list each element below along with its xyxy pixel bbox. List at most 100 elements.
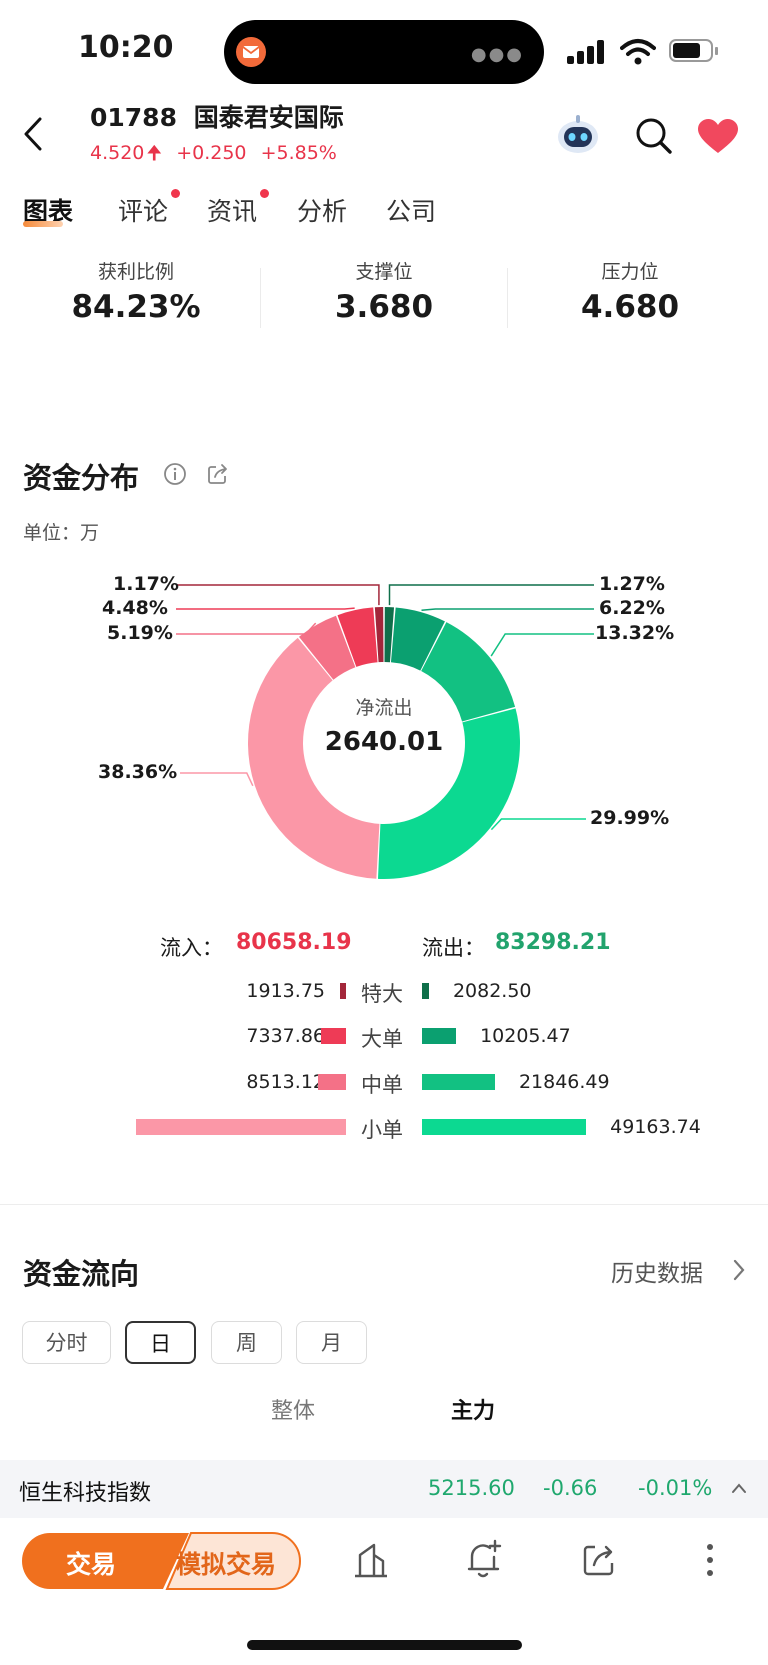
history-data-link[interactable]: 历史数据: [611, 1261, 703, 1287]
slice-out-medium-leader-line: [490, 633, 594, 657]
fund-distribution-donut-chart: [176, 584, 594, 879]
row-category: 中单: [361, 1073, 403, 1097]
tab-analysis[interactable]: 分析: [297, 197, 348, 226]
resistance-label: 压力位: [601, 261, 659, 283]
tab-news-badge: [260, 189, 269, 198]
stock-code: 01788: [90, 103, 177, 132]
inflow-bar: [321, 1028, 346, 1044]
price-alert-bell-icon[interactable]: [465, 1538, 503, 1580]
row-category: 小单: [361, 1118, 403, 1142]
period-chip-day[interactable]: 日: [125, 1321, 196, 1364]
robot-assistant-icon[interactable]: [555, 113, 601, 155]
tab-news[interactable]: 资讯: [207, 197, 258, 226]
mode-tab-overall[interactable]: 整体: [271, 1399, 316, 1424]
slice-label-in-medium: 5.19%: [107, 622, 173, 644]
back-arrow-icon[interactable]: [22, 116, 44, 152]
home-indicator: [247, 1640, 522, 1650]
row-category: 大单: [361, 1027, 403, 1051]
slice-in-medium-leader-line: [176, 622, 317, 635]
slice-label-out-small: 29.99%: [590, 807, 670, 829]
simulated-trade-button[interactable]: 模拟交易: [176, 1550, 277, 1579]
row-outflow-value: 10205.47: [480, 1025, 571, 1047]
outflow-bar: [422, 983, 429, 999]
row-inflow-value: 8513.12: [246, 1071, 325, 1093]
profit-ratio-label: 获利比例: [97, 261, 174, 283]
slice-label-out-large: 6.22%: [599, 597, 665, 619]
slice-out-large: [390, 607, 445, 671]
island-dots-icon: ●●●: [470, 44, 524, 65]
stat-divider: [507, 268, 508, 328]
support-value: 3.680: [334, 289, 434, 325]
slice-out-large-leader-line: [421, 608, 594, 611]
slice-label-in-small: 38.36%: [98, 761, 178, 783]
building-icon[interactable]: [352, 1541, 390, 1579]
tab-comments-badge: [171, 189, 180, 198]
chevron-up-icon[interactable]: [731, 1482, 747, 1494]
slice-in-medium: [299, 615, 356, 680]
outflow-total: 83298.21: [495, 930, 611, 955]
slice-label-out-medium: 13.32%: [595, 622, 675, 644]
outflow-bar: [422, 1119, 587, 1135]
donut-center-value: 2640.01: [324, 727, 444, 757]
slice-label-in-super: 1.17%: [113, 573, 179, 595]
trade-button[interactable]: 交易: [66, 1550, 117, 1579]
slice-in-small-leader-line: [180, 772, 254, 787]
share-icon[interactable]: [206, 462, 230, 486]
row-outflow-value: 21846.49: [518, 1071, 610, 1093]
stat-divider: [260, 268, 261, 328]
unit-label: 单位：万: [23, 522, 100, 544]
stock-price: 4.520: [90, 142, 145, 164]
tab-comments[interactable]: 评论: [118, 197, 169, 226]
stock-title: 01788 国泰君安国际: [90, 98, 344, 134]
period-chip-month[interactable]: 月: [296, 1321, 367, 1364]
slice-out-medium: [421, 622, 516, 722]
slice-in-small: [248, 637, 380, 879]
profit-ratio-value: 84.23%: [71, 289, 201, 325]
info-icon[interactable]: [163, 462, 187, 486]
search-icon[interactable]: [635, 117, 673, 155]
row-category: 特大: [361, 982, 403, 1006]
battery-icon: [669, 39, 719, 64]
period-chip-intraday[interactable]: 分时: [22, 1321, 111, 1364]
slice-label-out-super: 1.27%: [599, 573, 665, 595]
outflow-label: 流出：: [422, 936, 485, 960]
donut-center-label: 净流出: [355, 697, 413, 719]
index-name: 恒生科技指数: [19, 1481, 152, 1506]
index-change: -0.66: [543, 1476, 598, 1500]
support-label: 支撑位: [355, 261, 413, 283]
wifi-icon: [620, 39, 656, 65]
inflow-bar: [317, 1074, 346, 1090]
outflow-bar: [422, 1028, 457, 1044]
tab-company[interactable]: 公司: [386, 197, 437, 226]
chevron-right-icon[interactable]: [732, 1258, 746, 1282]
row-inflow-value: 1913.75: [246, 980, 325, 1002]
price-up-arrow-icon: 🠉: [146, 142, 163, 164]
mail-app-icon[interactable]: [236, 37, 266, 67]
bottom-action-bar: 交易 模拟交易: [0, 1518, 768, 1628]
slice-in-large: [337, 607, 378, 667]
row-outflow-value: 49163.74: [610, 1116, 701, 1138]
share-icon[interactable]: [580, 1541, 618, 1579]
resistance-value: 4.680: [580, 289, 680, 325]
slice-in-large-leader-line: [176, 607, 355, 610]
stock-name: 国泰君安国际: [193, 103, 344, 132]
index-change-pct: -0.01%: [638, 1476, 713, 1500]
inflow-bar: [339, 983, 346, 999]
slice-in-super-leader-line: [176, 584, 380, 606]
mode-tab-main[interactable]: 主力: [451, 1399, 496, 1424]
period-chip-week[interactable]: 周: [211, 1321, 282, 1364]
fund-distribution-title: 资金分布: [23, 461, 140, 495]
more-options-icon[interactable]: [704, 1542, 716, 1578]
fund-flow-title: 资金流向: [23, 1257, 140, 1291]
stock-change-pct: +5.85%: [260, 142, 337, 164]
slice-out-super: [384, 607, 395, 663]
section-divider: [0, 1204, 768, 1205]
row-outflow-value: 2082.50: [452, 980, 532, 1002]
tab-active-indicator: [23, 221, 63, 227]
favorite-heart-icon[interactable]: [697, 119, 739, 155]
row-inflow-value: 7337.86: [246, 1025, 325, 1047]
trade-button-group: [22, 1532, 301, 1590]
slice-out-super-leader-line: [388, 584, 594, 606]
slice-out-small: [377, 708, 521, 879]
index-ticker-bar[interactable]: 恒生科技指数 5215.60 -0.66 -0.01%: [0, 1460, 768, 1518]
